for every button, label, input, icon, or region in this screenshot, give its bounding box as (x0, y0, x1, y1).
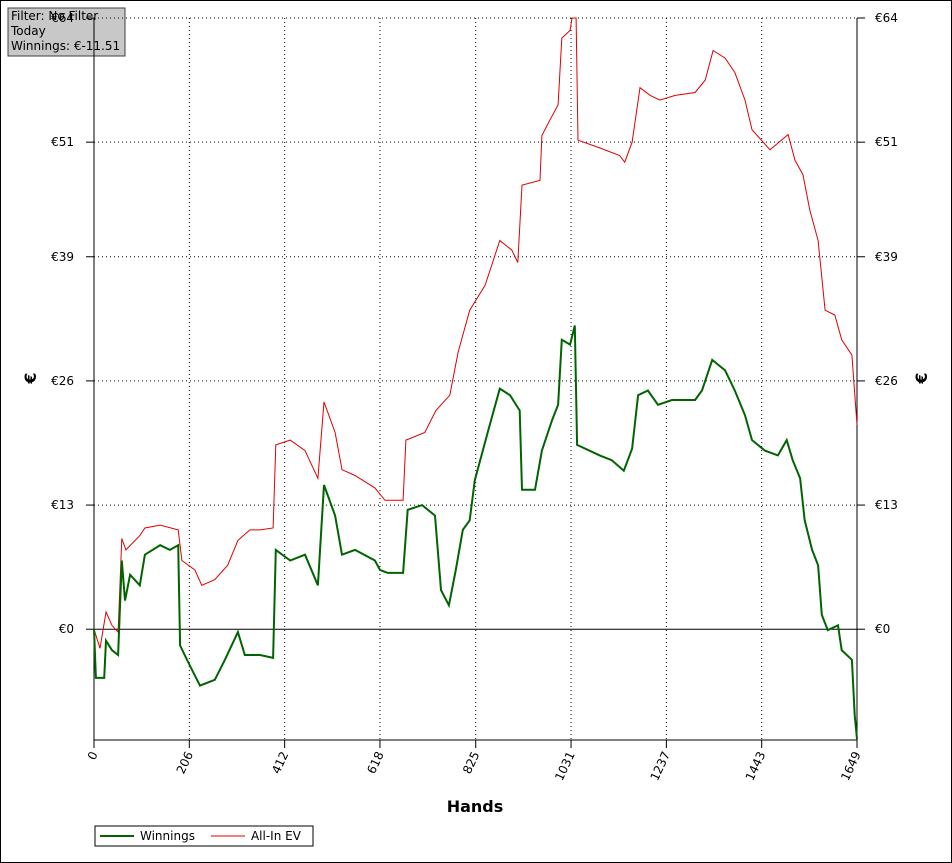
info-line: Today (10, 24, 46, 38)
legend-label: All-In EV (251, 829, 302, 843)
info-line: Filter: No Filter (11, 9, 98, 23)
y-tick-label: €39 (51, 250, 74, 264)
y-tick-label: €26 (51, 374, 74, 388)
y-tick-label: €64 (51, 11, 74, 25)
y-tick-label: €0 (59, 622, 74, 636)
legend-label: Winnings (140, 829, 195, 843)
y2-axis-title: € (912, 372, 931, 384)
y-axis-title: € (21, 372, 40, 384)
y2-tick-label: €13 (875, 498, 898, 512)
y-tick-label: €13 (51, 498, 74, 512)
info-box (7, 7, 126, 57)
legend (94, 825, 314, 847)
series-line (93, 17, 858, 649)
series-line (93, 325, 858, 740)
info-line: Winnings: €-11.51 (11, 39, 120, 53)
y2-tick-label: €0 (875, 622, 890, 636)
y2-tick-label: €26 (875, 374, 898, 388)
y2-tick-label: €64 (875, 11, 898, 25)
x-axis-title: Hands (447, 797, 504, 816)
y-tick-label: €51 (51, 135, 74, 149)
y2-tick-label: €39 (875, 250, 898, 264)
y2-tick-label: €51 (875, 135, 898, 149)
